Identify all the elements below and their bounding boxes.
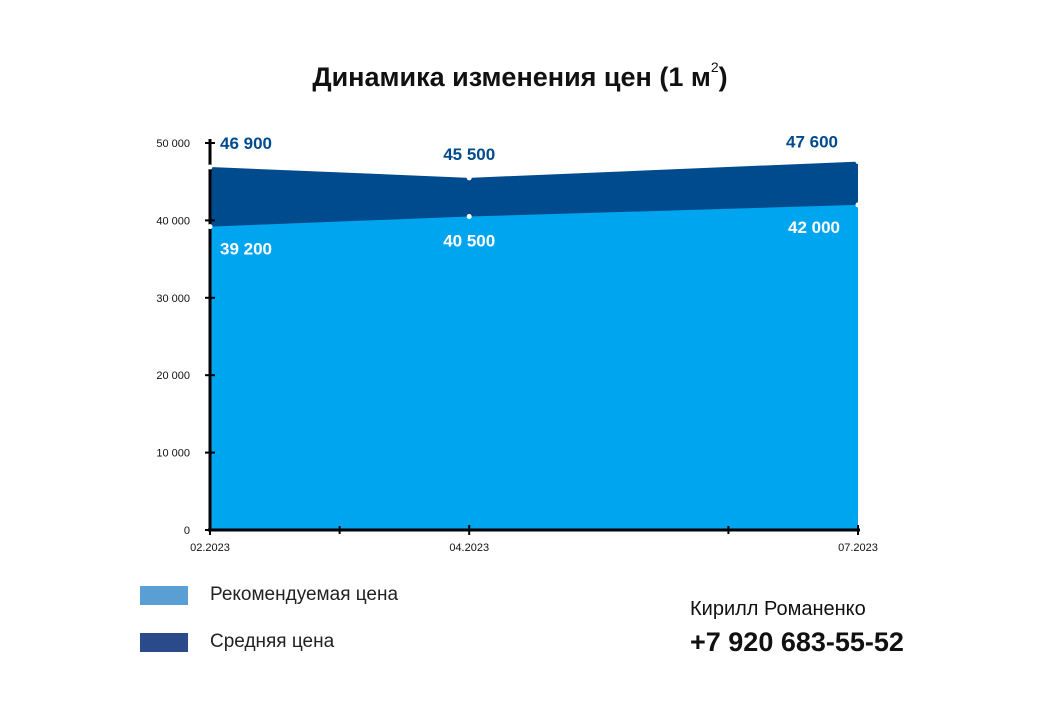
contact-phone: +7 920 683-55-52: [690, 627, 904, 657]
legend-swatch-average: [140, 633, 188, 652]
data-label-s1-2: 42 000: [788, 218, 840, 237]
data-point-s0-0: [207, 164, 213, 170]
y-tick-label-5: 50 000: [156, 138, 190, 150]
chart-title-superscript: 2: [710, 59, 719, 75]
data-point-s1-1: [466, 214, 472, 220]
chart-title-suffix: ): [718, 62, 728, 92]
chart-title-text: Динамика изменения цен (1 м: [312, 62, 711, 92]
data-point-s1-0: [207, 224, 213, 230]
chart-title: Динамика изменения цен (1 м2): [0, 59, 1040, 93]
data-point-s1-2: [855, 202, 861, 208]
y-tick-label-4: 40 000: [156, 215, 190, 227]
x-tick-label-2: 07.2023: [838, 542, 878, 554]
legend-label-average: Средняя цена: [210, 631, 335, 652]
data-label-s1-0: 39 200: [220, 240, 272, 259]
contact-block: Кирилл Романенко +7 920 683-55-52: [690, 598, 904, 658]
data-label-s0-2: 47 600: [786, 133, 838, 152]
y-tick-label-1: 10 000: [156, 448, 190, 460]
legend-swatch-recommended: [140, 586, 188, 605]
y-tick-label-3: 30 000: [156, 293, 190, 305]
data-label-s1-1: 40 500: [443, 232, 495, 251]
data-point-s0-2: [855, 159, 861, 165]
data-label-s0-0: 46 900: [220, 134, 272, 153]
contact-name: Кирилл Романенко: [690, 598, 866, 620]
data-point-s0-1: [466, 175, 472, 181]
data-label-s0-1: 45 500: [443, 145, 495, 164]
x-tick-label-1: 04.2023: [449, 542, 489, 554]
y-tick-label-0: 0: [184, 525, 190, 537]
y-tick-label-2: 20 000: [156, 370, 190, 382]
x-tick-label-0: 02.2023: [190, 542, 230, 554]
area-series-1: [210, 204, 858, 531]
legend-label-recommended: Рекомендуемая цена: [210, 584, 399, 605]
